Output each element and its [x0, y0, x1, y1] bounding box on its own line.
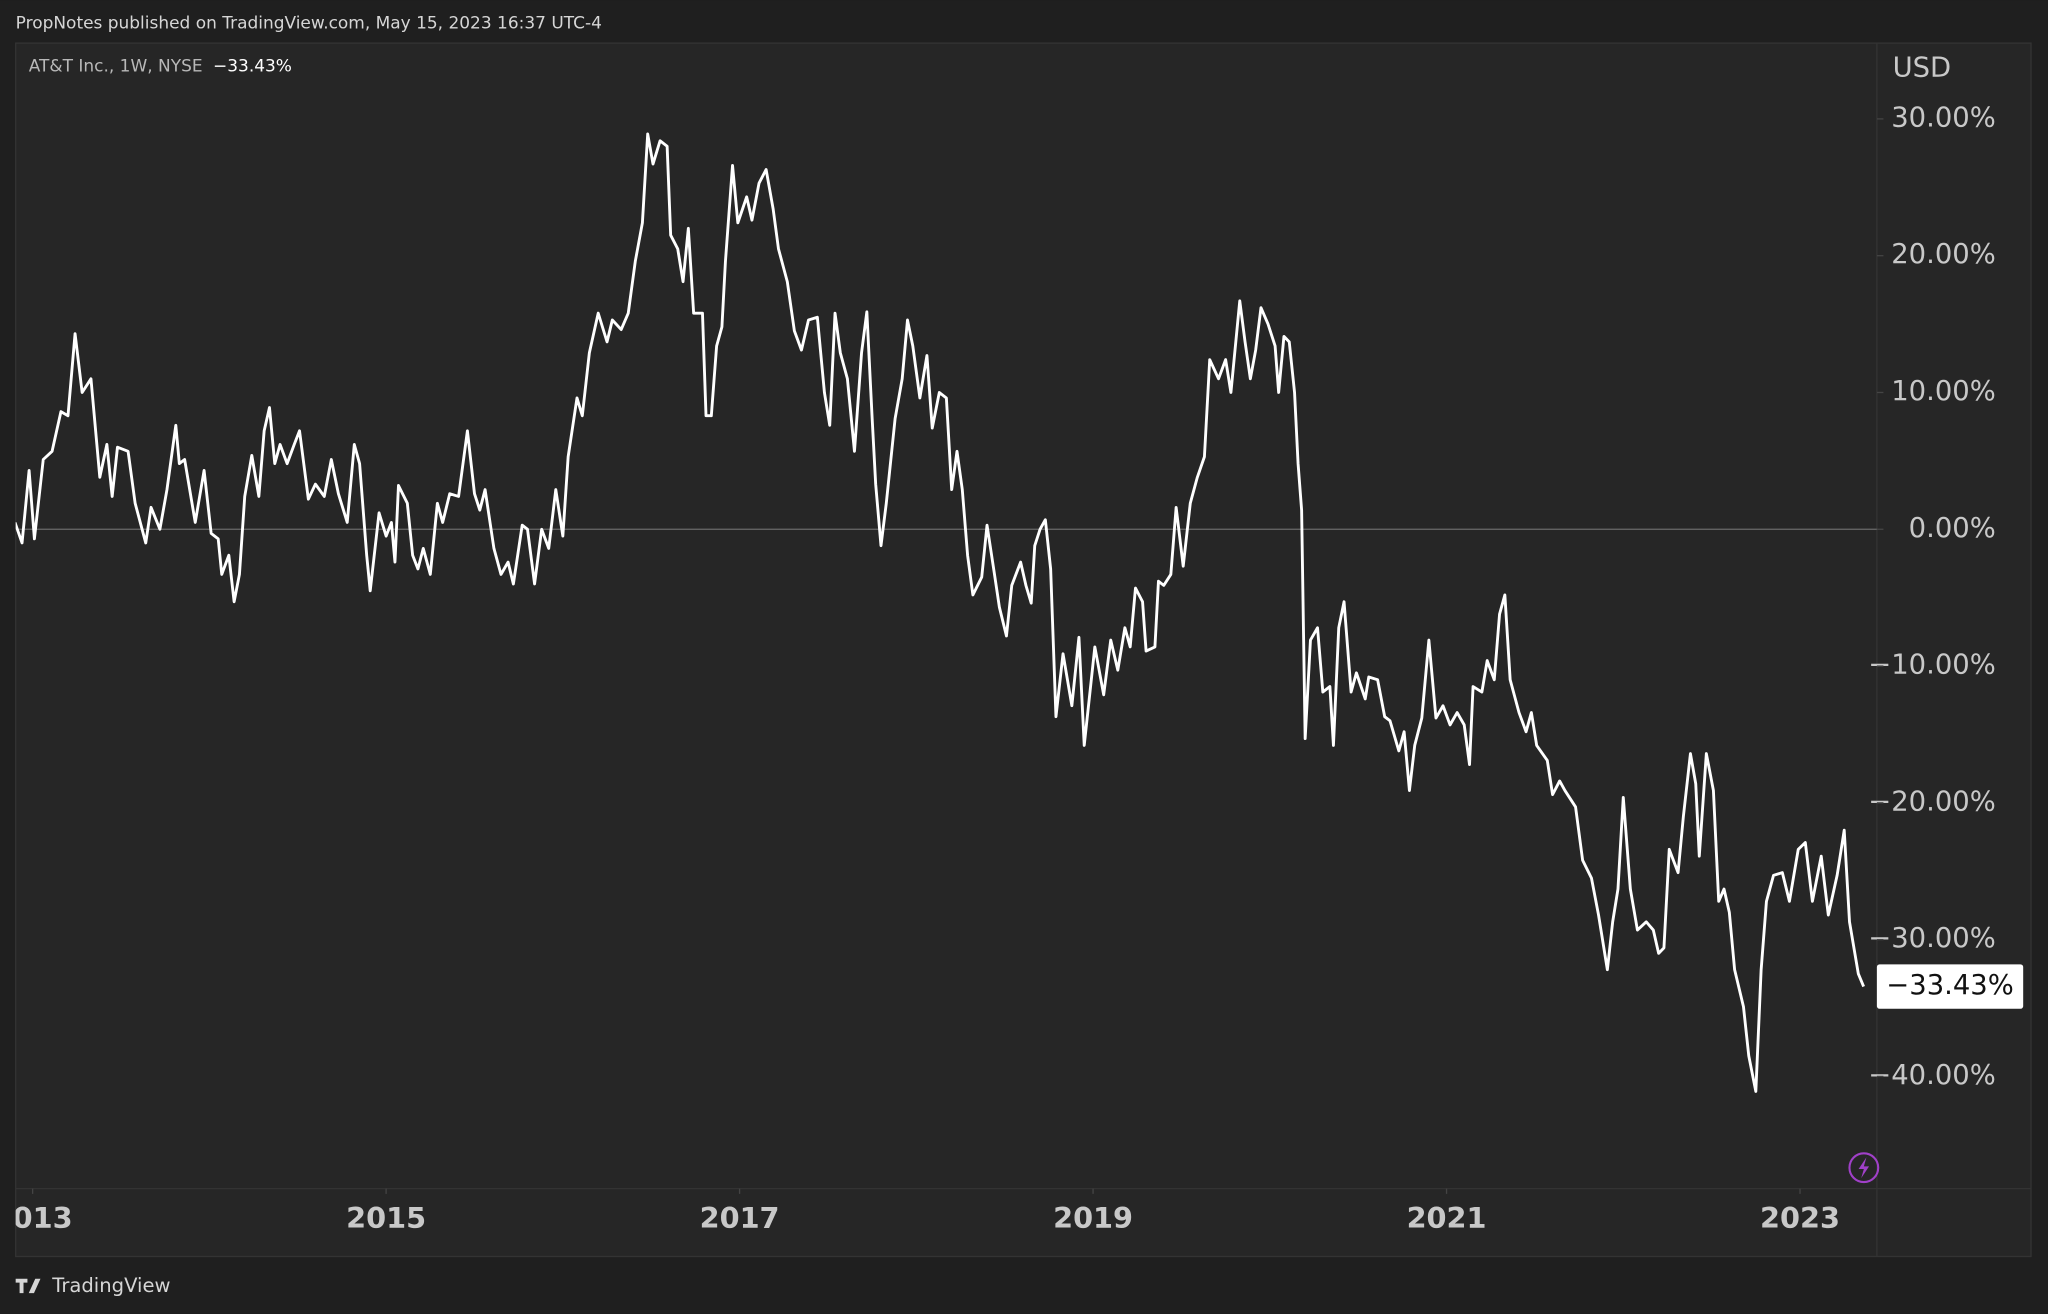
logo-icon	[15, 1278, 41, 1294]
y-tick-label: −40.00%	[1868, 1060, 1995, 1091]
y-tick-label: −20.00%	[1868, 786, 1995, 817]
legend-title: AT&T Inc., 1W, NYSE	[29, 57, 203, 77]
chart-frame	[15, 42, 2032, 1258]
x-tick-label: 2019	[1053, 1201, 1133, 1235]
last-price-box	[1876, 964, 2024, 1009]
legend-value: −33.43%	[213, 57, 292, 77]
y-tick-label: 10.00%	[1891, 376, 1996, 407]
plot: 2013 2015 2017 2019 2021 2023	[0, 132, 1877, 1235]
x-tick-label: 2017	[700, 1201, 780, 1235]
y-tick-label: −10.00%	[1868, 650, 1995, 681]
logo: TradingView	[15, 1274, 171, 1297]
y-axis-label: USD	[1893, 53, 1952, 84]
price-line	[15, 132, 1865, 1093]
y-tick-label: 20.00%	[1891, 239, 1996, 270]
header: PropNotes published on TradingView.com, …	[16, 14, 602, 34]
x-tick-label: 2021	[1407, 1201, 1487, 1235]
y-tick-label: 0.00%	[1909, 513, 1996, 544]
alert-icon[interactable]	[1848, 1152, 1880, 1184]
x-tick-label: 2023	[1760, 1201, 1840, 1235]
x-tick-label: 2013	[0, 1201, 73, 1235]
y-tick-label: 30.00%	[1891, 102, 1996, 133]
x-tick-label: 2015	[346, 1201, 426, 1235]
footer: TradingView	[51, 1274, 170, 1297]
alert-circle[interactable]	[1848, 1152, 1880, 1184]
alert-bolt[interactable]	[1858, 1157, 1870, 1179]
last-price-label: −33.43%	[1886, 970, 2013, 1001]
y-tick-label: −30.00%	[1868, 923, 1995, 954]
